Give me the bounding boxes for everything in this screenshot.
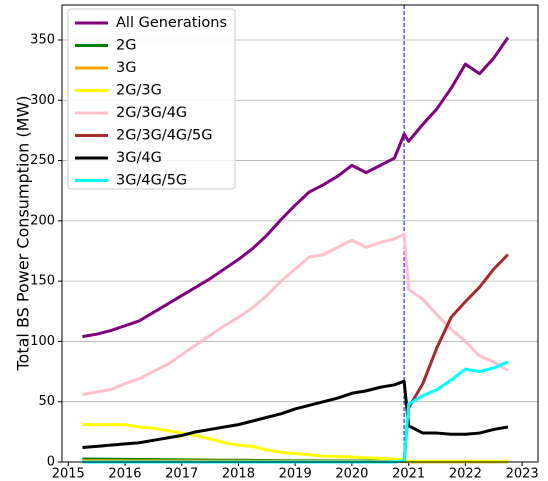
legend-label: 3G/4G/5G — [116, 173, 187, 189]
x-tick-label: 2015 — [52, 467, 85, 481]
x-tick-label: 2017 — [165, 467, 198, 481]
y-tick-label: 200 — [30, 213, 55, 228]
y-tick-label: 100 — [30, 334, 55, 349]
plot-frame — [61, 4, 539, 463]
y-tick-label: 150 — [30, 274, 55, 289]
x-tick-label: 2021 — [392, 467, 425, 481]
legend-label: 3G — [116, 60, 136, 76]
y-tick-label: 0 — [47, 455, 55, 470]
x-tick-label: 2018 — [222, 467, 255, 481]
y-tick-label: 350 — [30, 32, 55, 47]
y-tick-label: 50 — [38, 394, 55, 409]
x-tick-label: 2023 — [506, 467, 539, 481]
series-line — [82, 232, 509, 396]
series-line — [82, 379, 509, 450]
x-tick-label: 2016 — [108, 467, 141, 481]
legend-label: 2G/3G — [116, 83, 162, 99]
legend-label: 2G/3G/4G — [116, 105, 187, 121]
series-line — [82, 360, 509, 464]
legend-label: 2G — [116, 38, 136, 54]
legend-box — [67, 8, 236, 190]
y-tick-label: 250 — [30, 153, 55, 168]
x-tick-label: 2022 — [449, 467, 482, 481]
series-line — [82, 253, 510, 464]
y-axis-label: Total BS Power Consumption (MW) — [14, 95, 33, 371]
legend-label: All Generations — [116, 15, 227, 31]
series-line — [82, 36, 510, 339]
x-tick-label: 2019 — [279, 467, 312, 481]
legend-label: 2G/3G/4G/5G — [116, 128, 213, 144]
series-line — [82, 423, 508, 463]
legend-label: 3G/4G — [116, 150, 162, 166]
x-tick-label: 2020 — [335, 467, 368, 481]
y-tick-label: 300 — [30, 93, 55, 108]
legend: All Generations 2G 3G 2G/3G 2G/3G/4G 2G/3G/4G… — [67, 8, 236, 190]
